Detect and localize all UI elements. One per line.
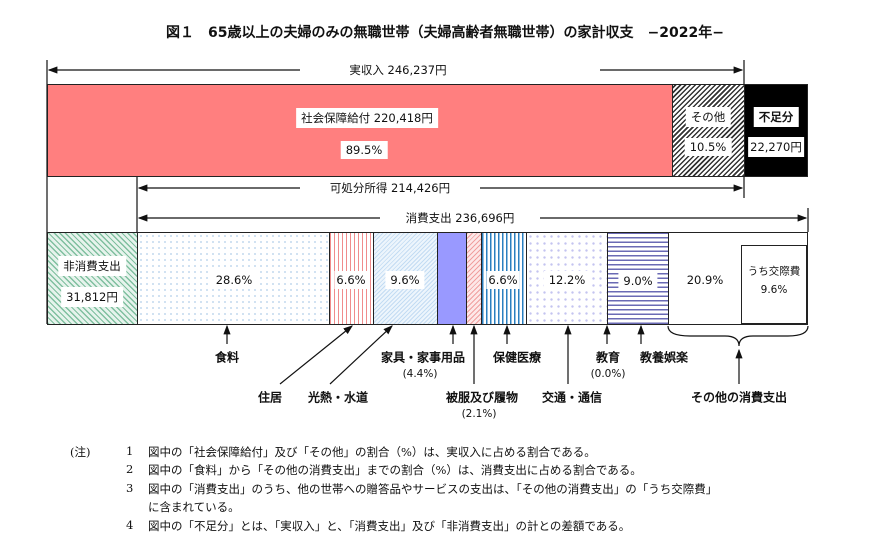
note-num: 3 bbox=[126, 481, 134, 495]
social-security-label: 社会保障給付 220,418円 bbox=[296, 108, 438, 128]
note-num: 2 bbox=[126, 462, 134, 476]
entertainment-label: うち交際費 bbox=[747, 265, 801, 278]
other-income-label: その他 bbox=[685, 107, 731, 127]
non-consumption-segment bbox=[47, 232, 138, 325]
note-num: 4 bbox=[126, 518, 134, 532]
housing-pct: 6.6% bbox=[334, 271, 368, 289]
category-transport: 交通・通信 bbox=[541, 390, 603, 405]
disposable-income-label: 可処分所得 214,426円 bbox=[323, 180, 457, 196]
recreation-pct: 9.0% bbox=[618, 272, 658, 290]
note-text: 図中の「不足分」とは、「実収入」と、「消費支出」及び「非消費支出」の計との差額で… bbox=[148, 519, 631, 533]
entertainment-pct: 9.6% bbox=[760, 284, 788, 296]
note-text: 図中の「社会保障給付」及び「その他」の割合（%）は、実収入に占める割合である。 bbox=[148, 445, 596, 459]
other-income-pct: 10.5% bbox=[684, 138, 732, 156]
other-income-segment bbox=[672, 84, 745, 177]
shortfall-label: 不足分 bbox=[753, 107, 799, 127]
clothing-pct: (2.1%) bbox=[461, 408, 497, 420]
non-consumption-amount: 31,812円 bbox=[61, 287, 123, 307]
shortfall-amount: 22,270円 bbox=[748, 137, 804, 157]
category-education: 教育 bbox=[595, 350, 621, 365]
transport-pct: 12.2% bbox=[543, 271, 591, 289]
non-consumption-label: 非消費支出 bbox=[58, 256, 126, 276]
category-clothing: 被服及び履物 bbox=[445, 390, 519, 405]
furniture-pct: (4.4%) bbox=[402, 368, 438, 380]
social-security-segment bbox=[47, 84, 673, 177]
consumption-total-label: 消費支出 236,696円 bbox=[399, 210, 521, 226]
utilities-pct: 9.6% bbox=[385, 271, 425, 289]
category-other-consumption: その他の消費支出 bbox=[690, 390, 788, 405]
social-security-pct: 89.5% bbox=[340, 141, 388, 159]
note-text: 図中の「消費支出」のうち、他の世帯への贈答品やサービスの支出は、「その他の消費支… bbox=[148, 482, 718, 496]
medical-pct: 6.6% bbox=[486, 271, 520, 289]
notes-head: (注) bbox=[70, 445, 91, 459]
category-food: 食料 bbox=[214, 350, 240, 365]
category-utilities: 光熱・水道 bbox=[307, 390, 369, 405]
food-pct: 28.6% bbox=[210, 271, 258, 289]
note-text: に含まれている。 bbox=[148, 500, 240, 514]
category-housing: 住居 bbox=[257, 390, 283, 405]
actual-income-label: 実収入 246,237円 bbox=[343, 62, 453, 78]
entertainment-subsegment bbox=[741, 245, 807, 324]
figure-title: 図１ 65歳以上の夫婦のみの無職世帯（夫婦高齢者無職世帯）の家計収支 −2022… bbox=[166, 25, 724, 41]
category-furniture: 家具・家事用品 bbox=[380, 350, 466, 365]
segment-clothing bbox=[466, 232, 482, 325]
note-num: 1 bbox=[126, 444, 134, 458]
education-pct: (0.0%) bbox=[590, 368, 626, 380]
segment-furniture bbox=[437, 232, 467, 325]
category-recreation: 教養娯楽 bbox=[639, 350, 689, 365]
other-consumption-pct: 20.9% bbox=[681, 271, 729, 289]
note-text: 図中の「食料」から「その他の消費支出」までの割合（%）は、消費支出に占める割合で… bbox=[148, 463, 642, 477]
category-medical: 保健医療 bbox=[492, 350, 542, 365]
shortfall-segment bbox=[744, 84, 808, 177]
